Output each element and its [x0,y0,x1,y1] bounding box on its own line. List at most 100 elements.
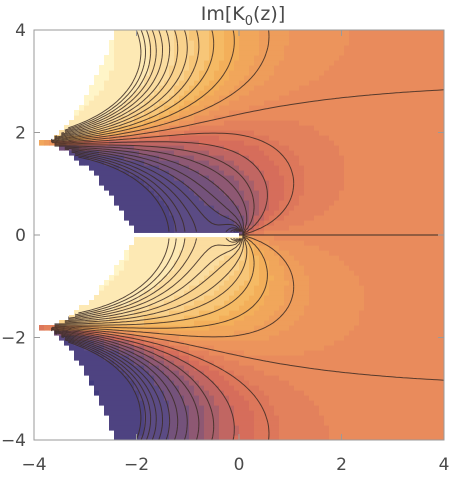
field-cell [344,215,350,221]
field-cell [129,390,135,396]
field-cell [234,145,240,151]
field-cell [344,315,350,321]
field-cell [189,75,195,81]
field-cell [254,405,260,411]
field-cell [329,305,335,311]
field-cell [184,370,190,376]
field-cell [184,280,190,286]
field-cell [264,350,270,356]
field-cell [229,190,235,196]
field-cell [224,320,230,326]
field-cell [309,300,315,306]
field-cell [279,395,285,401]
field-cell [319,35,325,41]
field-cell [309,255,315,261]
field-cell [389,265,395,271]
field-cell [314,265,320,271]
field-cell [284,125,290,131]
field-cell [134,265,140,271]
field-cell [244,335,250,341]
field-cell [259,90,265,96]
field-cell [289,335,295,341]
field-cell [79,360,85,366]
field-cell [139,90,145,96]
field-cell [314,345,320,351]
field-cell [269,225,275,231]
field-cell [324,30,330,36]
field-cell [89,300,95,306]
field-cell [289,420,295,426]
field-cell [209,430,215,436]
field-cell [394,335,400,341]
field-cell [329,150,335,156]
field-cell [304,75,310,81]
field-cell [184,145,190,151]
field-cell [299,70,305,76]
field-cell [174,80,180,86]
field-cell [344,345,350,351]
field-cell [349,245,355,251]
field-cell [264,45,270,51]
field-cell [204,230,210,236]
field-cell [269,285,275,291]
field-cell [289,230,295,236]
field-cell [174,140,180,146]
field-cell [299,290,305,296]
field-cell [384,320,390,326]
field-cell [309,60,315,66]
field-cell [179,160,185,166]
field-cell [149,245,155,251]
field-cell [249,250,255,256]
field-cell [274,435,280,440]
field-cell [184,220,190,226]
field-cell [189,255,195,261]
field-cell [229,435,235,440]
field-cell [374,355,380,361]
field-cell [99,90,105,96]
field-cell [394,165,400,171]
field-cell [104,135,110,141]
field-cell [234,355,240,361]
field-cell [309,345,315,351]
field-cell [244,175,250,181]
field-cell [349,105,355,111]
field-cell [329,295,335,301]
field-cell [304,285,310,291]
field-cell [174,285,180,291]
field-cell [164,200,170,206]
field-cell [354,45,360,51]
field-cell [189,330,195,336]
field-cell [269,235,275,241]
field-cell [349,115,355,121]
field-cell [319,410,325,416]
field-cell [239,400,245,406]
field-cell [259,235,265,241]
field-cell [319,215,325,221]
field-cell [394,280,400,286]
field-cell [269,340,275,346]
field-cell [174,295,180,301]
field-cell [214,390,220,396]
field-cell [109,360,115,366]
field-cell [374,365,380,371]
field-cell [164,305,170,311]
field-cell [214,245,220,251]
field-cell [324,190,330,196]
field-cell [339,265,345,271]
field-cell [384,230,390,236]
field-cell [264,100,270,106]
field-cell [324,315,330,321]
field-cell [134,40,140,46]
field-cell [224,405,230,411]
field-cell [104,315,110,321]
field-cell [224,80,230,86]
field-cell [339,260,345,266]
field-cell [199,100,205,106]
field-cell [269,205,275,211]
field-cell [384,30,390,36]
field-cell [374,45,380,51]
field-cell [139,50,145,56]
field-cell [189,365,195,371]
field-cell [379,75,385,81]
field-cell [319,385,325,391]
